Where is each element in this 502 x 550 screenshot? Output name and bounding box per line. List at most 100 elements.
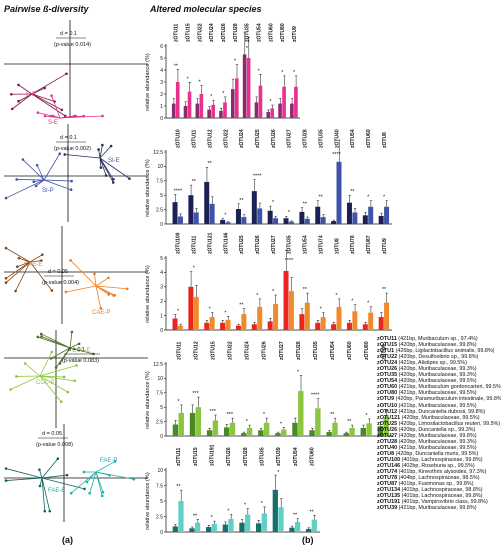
pcoa-point	[32, 180, 36, 184]
pcoa-point	[69, 188, 73, 192]
bar	[251, 191, 257, 224]
pcoa-spoke	[64, 154, 101, 159]
bar	[273, 218, 279, 224]
bar	[172, 424, 179, 436]
bar	[195, 103, 200, 118]
pcoa-group-label: SI-P	[42, 188, 54, 194]
significance-label: *	[177, 308, 180, 314]
bar-category-label: zOTU54	[330, 341, 336, 360]
pcoa-scale-label: d = 0.1	[60, 135, 77, 141]
legend-entry: zOTU26 (420bp, Muribaculaceae, 99.3%)	[377, 366, 501, 372]
pcoa-point	[65, 72, 68, 76]
bar-category-label: zOTU22	[223, 129, 229, 148]
pcoa-spoke	[69, 343, 80, 349]
significance-label: *	[222, 91, 225, 97]
bar	[193, 296, 199, 330]
pcoa-point	[43, 86, 46, 90]
significance-label: *	[244, 503, 247, 509]
right-header: Altered molecular species	[150, 4, 262, 14]
bar	[209, 203, 215, 224]
bar	[239, 522, 245, 532]
legend-id: zOTU39	[377, 505, 398, 512]
pcoa-point	[101, 114, 104, 118]
legend-id: zOTU26	[377, 426, 398, 433]
pcoa-point	[10, 92, 13, 96]
pcoa-scale-label: d = 0.1	[60, 31, 77, 37]
bar	[384, 302, 390, 330]
legend-desc: (420bp, Muribaculaceae, 99.3%)	[397, 366, 477, 373]
bar	[283, 270, 289, 330]
bar	[298, 391, 304, 436]
pcoa-point	[63, 114, 67, 118]
legend-id: zOTU60	[377, 384, 398, 391]
bar	[172, 318, 178, 330]
bar-category-label: zOTU74	[318, 235, 324, 254]
significance-label: *	[320, 307, 323, 313]
bar	[222, 524, 228, 532]
significance-label: *	[269, 99, 272, 105]
legend-id: zOTU25	[377, 420, 398, 427]
legend-desc: (401bp, Lachnospiraceae, 99.8%)	[400, 493, 483, 500]
legend-entry: zOTU1 (426bp, Ligilactobacillus animalis…	[377, 348, 501, 354]
legend-desc: (421bp, Muribaculaceae, 99.5%)	[397, 390, 477, 397]
legend-entry: zOTU27 (420bp, Muribaculaceae, 99.8%)	[377, 433, 501, 439]
pcoa-point	[56, 457, 60, 461]
bar-y-tick-label: 5	[160, 499, 163, 505]
pcoa-spoke	[31, 87, 45, 95]
pcoa-point	[58, 362, 62, 365]
pcoa-spoke	[95, 285, 102, 309]
significance-label: *	[187, 76, 190, 82]
legend-entry: zOTU39 (421bp, Muribaculaceae, 99.8%)	[377, 505, 501, 511]
bar-y-label: relative abundance (%)	[145, 472, 151, 530]
bar-category-label: zOTU191	[209, 444, 215, 466]
pcoa-point	[35, 163, 39, 167]
panel-tag-a: (a)	[62, 535, 73, 545]
pcoa-group-label: COL-P	[36, 380, 54, 386]
pcoa-spoke	[12, 93, 33, 110]
pcoa-point	[34, 184, 38, 188]
pcoa-point	[101, 490, 105, 494]
bar	[352, 212, 358, 224]
bar	[283, 218, 289, 224]
bar	[220, 219, 226, 224]
bar-y-tick-label: 5	[160, 405, 163, 411]
significance-label: *	[293, 70, 296, 76]
pcoa-point	[40, 335, 43, 338]
bar-category-label: zOTU54	[350, 129, 356, 148]
pcoa-point	[128, 177, 131, 180]
bar-category-label: zOTU11	[192, 129, 198, 148]
pcoa-point	[38, 484, 42, 488]
bar	[178, 501, 184, 532]
bar	[251, 324, 257, 330]
legend-desc: (421bp, Duncaniella dubosii, 99.8%)	[397, 408, 486, 415]
bar-category-label: zOTU9	[382, 238, 388, 254]
bar-y-tick-label: 6	[160, 44, 163, 50]
pcoa-spoke	[41, 477, 85, 490]
significance-label: *	[297, 369, 300, 375]
bar	[206, 527, 212, 532]
pcoa-point	[109, 144, 113, 148]
pcoa-point	[104, 174, 108, 177]
pcoa-spoke	[70, 471, 97, 494]
bar	[257, 306, 263, 330]
bar-category-label: zOTU60	[366, 129, 372, 148]
pcoa-plot: d = 0.1 (p-value 0.014) S-P S-E	[4, 20, 148, 126]
legend-id: zOTU28	[377, 438, 398, 445]
pcoa-point	[69, 259, 72, 262]
species-legend: zOTU11 (421bp, Muribaculum sp., 97.4%) zO…	[377, 336, 501, 511]
pcoa-spoke	[15, 261, 31, 292]
legend-desc: (401bp, Lachnospiraceae, 99.8%)	[400, 456, 483, 463]
pcoa-point	[65, 473, 69, 477]
pcoa-pvalue: (p-value 0.002)	[54, 146, 91, 152]
pcoa-point	[4, 467, 8, 470]
bar	[263, 422, 270, 436]
bar	[299, 314, 305, 330]
bar	[275, 433, 281, 436]
bar	[289, 527, 295, 532]
bar-category-label: zOTU11	[176, 341, 182, 360]
pcoa-spoke	[10, 375, 41, 390]
pcoa-spoke	[5, 261, 31, 279]
significance-label: *	[281, 70, 284, 76]
legend-entry: zOTU26 (420bp, Duncaniella sp., 99.3%)	[377, 427, 501, 433]
